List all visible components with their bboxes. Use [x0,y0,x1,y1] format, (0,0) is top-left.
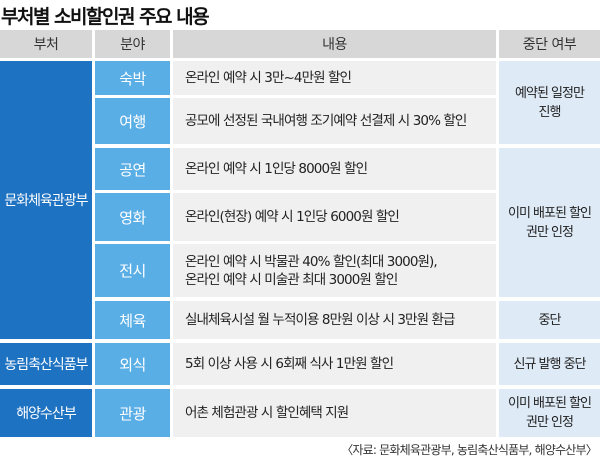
content-dining: 5회 이상 사용 시 6회째 식사 1만원 할인 [173,343,496,385]
field-sports: 체육 [95,301,170,339]
ministry-agriculture: 농림축산식품부 [0,343,92,385]
page-title: 부처별 소비할인권 주요 내용 [1,6,210,28]
content-text: 실내체육시설 월 누적이용 8만원 이상 시 3만원 환급 [185,312,455,328]
status-lodging-travel: 예약된 일정만 진행 [499,61,600,144]
content-text: 공모에 선정된 국내여행 조기예약 선결제 시 30% 할인 [185,113,467,129]
content-text-line2: 온라인 예약 시 미술관 최대 3000원 할인 [185,271,398,288]
content-lodging: 온라인 예약 시 3만~4만원 할인 [173,61,496,95]
status-culture: 이미 배포된 할인권만 인정 [499,148,600,297]
content-text: 온라인(현장) 예약 시 1인당 6000원 할인 [185,209,400,225]
status-tourism: 이미 배포된 할인권만 인정 [499,389,600,437]
content-text: 5회 이상 사용 시 6회째 식사 1만원 할인 [185,356,394,372]
content-exhibition: 온라인 예약 시 박물관 40% 할인(최대 3000원), 온라인 예약 시 … [173,244,496,297]
header-field: 분야 [95,30,170,58]
source-note: 〈자료: 문화체육관광부, 농림축산식품부, 해양수산부〉 [341,443,598,457]
status-dining: 신규 발행 중단 [499,343,600,385]
header-status: 중단 여부 [499,30,600,58]
ministry-culture: 문화체육관광부 [0,61,92,339]
header-content: 내용 [173,30,496,58]
field-travel: 여행 [95,98,170,144]
content-movie: 온라인(현장) 예약 시 1인당 6000원 할인 [173,193,496,241]
content-sports: 실내체육시설 월 누적이용 8만원 이상 시 3만원 환급 [173,301,496,339]
content-text: 온라인 예약 시 3만~4만원 할인 [185,70,352,86]
field-tourism: 관광 [95,389,170,437]
field-exhibition: 전시 [95,244,170,297]
content-travel: 공모에 선정된 국내여행 조기예약 선결제 시 30% 할인 [173,98,496,144]
field-dining: 외식 [95,343,170,385]
content-text: 어촌 체험관광 시 할인혜택 지원 [185,405,349,421]
content-text-line1: 온라인 예약 시 박물관 40% 할인(최대 3000원), [185,253,438,270]
ministry-oceans: 해양수산부 [0,389,92,437]
content-tourism: 어촌 체험관광 시 할인혜택 지원 [173,389,496,437]
field-movie: 영화 [95,193,170,241]
content-performance: 온라인 예약 시 1인당 8000원 할인 [173,148,496,190]
field-lodging: 숙박 [95,61,170,95]
header-ministry: 부처 [0,30,92,58]
content-text: 온라인 예약 시 1인당 8000원 할인 [185,161,368,177]
status-sports: 중단 [499,301,600,339]
field-performance: 공연 [95,148,170,190]
